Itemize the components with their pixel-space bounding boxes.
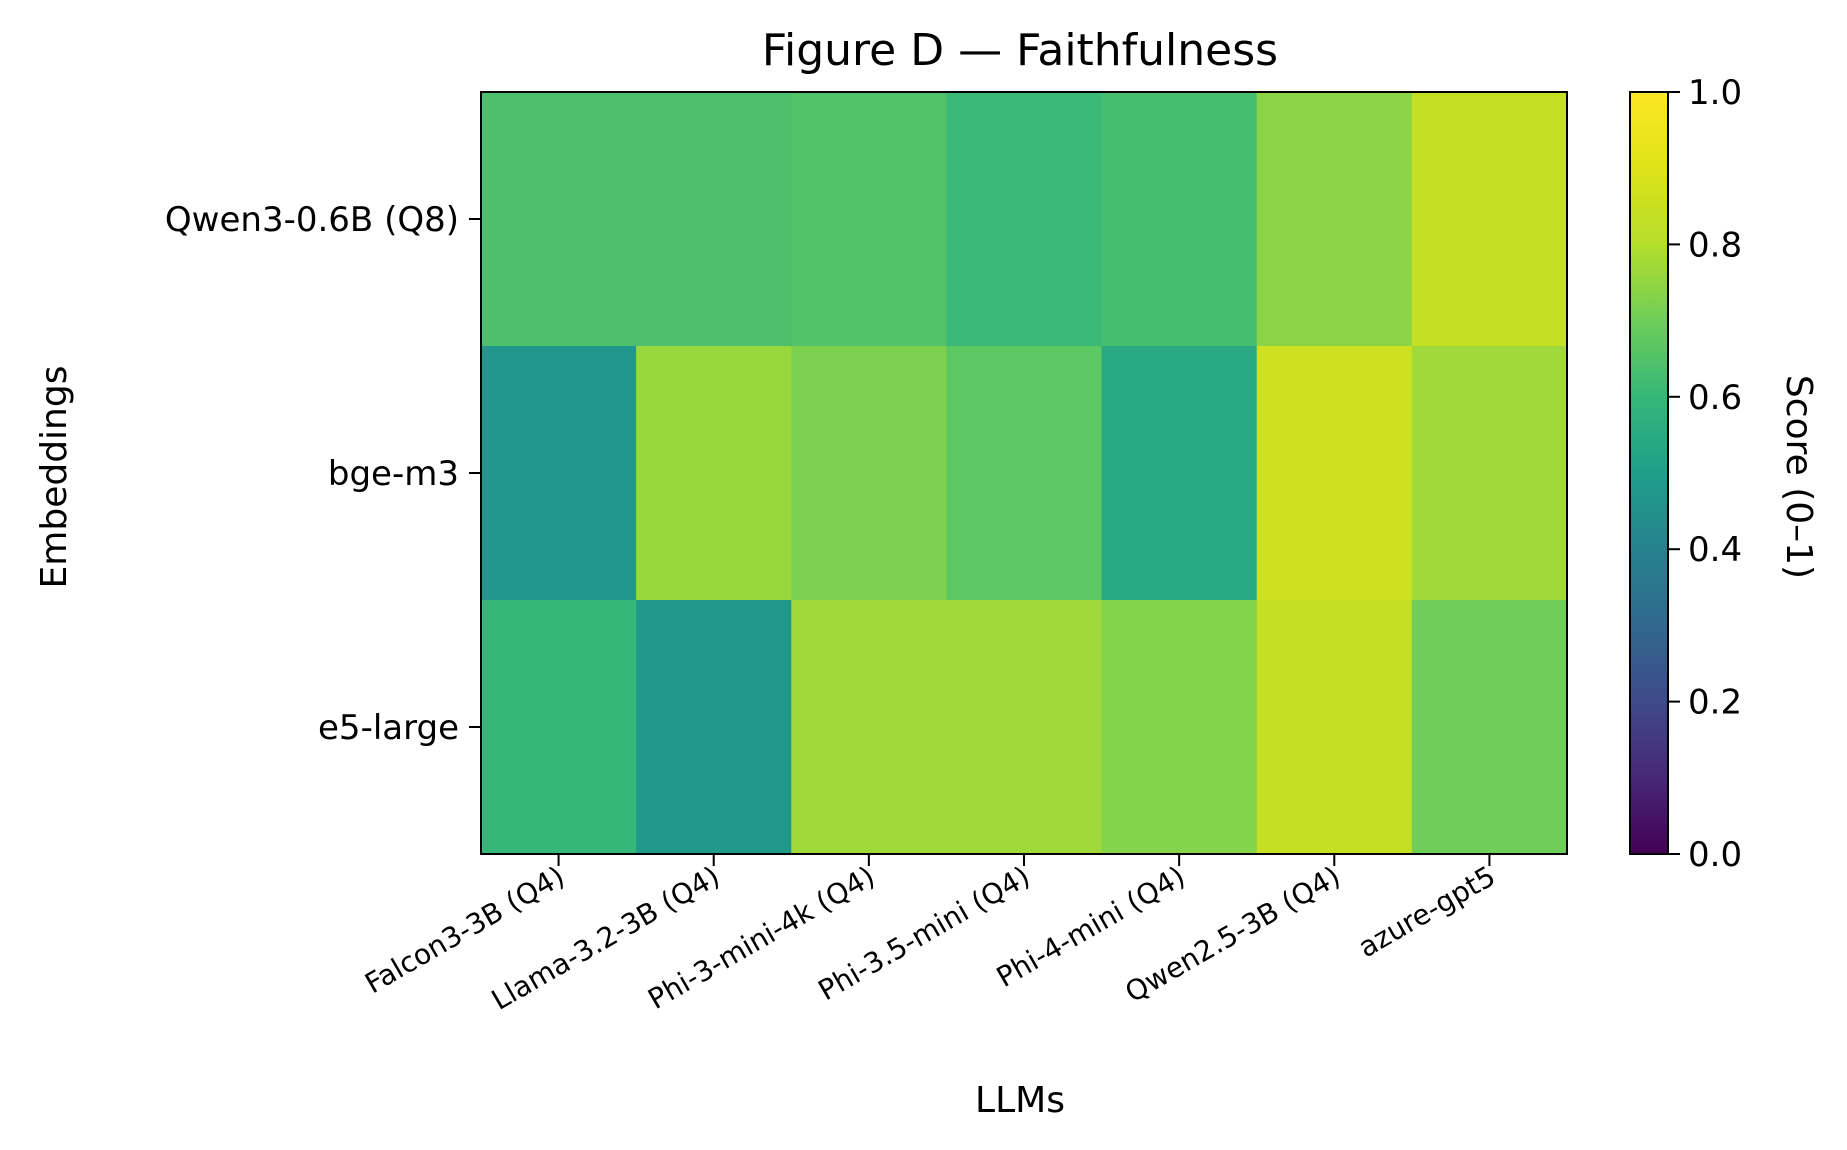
x-tick-label: azure-gpt5	[1353, 859, 1501, 964]
colorbar-tick-label: 0.8	[1688, 225, 1742, 265]
y-tick-label: Qwen3-0.6B (Q8)	[165, 200, 459, 240]
heatmap-cells	[481, 92, 1568, 855]
heatmap-cell	[636, 600, 792, 855]
colorbar-tick-label: 0.2	[1688, 683, 1742, 723]
heatmap-cell	[1411, 346, 1568, 601]
heatmap-cell	[791, 346, 948, 601]
colorbar-tick-label: 0.0	[1688, 835, 1742, 875]
heatmap-cell	[1101, 346, 1258, 601]
heatmap-cell	[481, 346, 637, 601]
heatmap-cell	[1411, 600, 1568, 855]
y-tick-label: bge-m3	[328, 454, 459, 494]
y-tick-label: e5-large	[318, 708, 459, 748]
heatmap-cell	[946, 600, 1103, 855]
heatmap-cell	[1411, 92, 1568, 347]
colorbar-label: Score (0–1)	[1778, 375, 1819, 579]
heatmap-cell	[481, 600, 637, 855]
heatmap-cell	[1256, 346, 1413, 601]
y-axis-ticks: Qwen3-0.6B (Q8) bge-m3 e5-large	[165, 200, 481, 748]
colorbar-tick-label: 1.0	[1688, 73, 1742, 113]
plot-frame	[480, 91, 1568, 855]
colorbar-frame	[1629, 91, 1669, 855]
heatmap-cell	[1101, 600, 1258, 855]
heatmap-cell	[791, 600, 948, 855]
heatmap-cell	[636, 346, 792, 601]
heatmap-cell	[1101, 92, 1258, 347]
colorbar: 0.0 0.2 0.4 0.6 0.8 1.0	[1629, 73, 1742, 875]
x-axis-ticks: Falcon3-3B (Q4)Llama-3.2-3B (Q4)Phi-3-mi…	[359, 854, 1501, 1017]
y-axis-label: Embeddings	[34, 366, 75, 589]
colorbar-tick-label: 0.6	[1688, 378, 1742, 418]
heatmap-cell	[636, 92, 792, 347]
heatmap-cell	[1256, 600, 1413, 855]
heatmap-cell	[946, 92, 1103, 347]
heatmap-cell	[481, 92, 637, 347]
x-axis-label: LLMs	[975, 1080, 1065, 1121]
chart-title: Figure D — Faithfulness	[762, 25, 1278, 76]
heatmap-cell	[791, 92, 948, 347]
colorbar-tick-label: 0.4	[1688, 530, 1742, 570]
colorbar-gradient	[1630, 92, 1668, 854]
heatmap-cell	[946, 346, 1103, 601]
heatmap-cell	[1256, 92, 1413, 347]
